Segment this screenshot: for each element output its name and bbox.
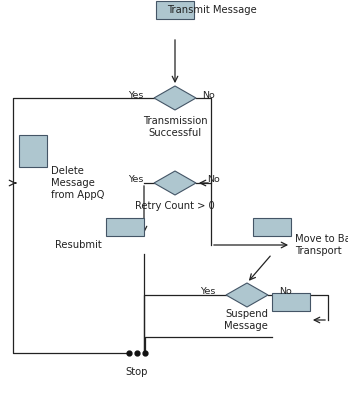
Text: No: No xyxy=(280,288,292,296)
Text: Resubmit: Resubmit xyxy=(55,240,102,250)
Polygon shape xyxy=(154,86,196,110)
Text: Transmit Message: Transmit Message xyxy=(167,5,257,15)
FancyBboxPatch shape xyxy=(106,218,144,236)
FancyBboxPatch shape xyxy=(19,135,47,167)
FancyBboxPatch shape xyxy=(156,1,194,19)
Text: Retry Count > 0: Retry Count > 0 xyxy=(135,201,215,211)
Text: No: No xyxy=(201,90,214,99)
Text: Suspend
Message: Suspend Message xyxy=(224,309,268,331)
FancyBboxPatch shape xyxy=(253,218,291,236)
Text: Stop: Stop xyxy=(126,367,148,377)
Text: Yes: Yes xyxy=(128,176,144,184)
Text: Transmission
Successful: Transmission Successful xyxy=(143,116,207,138)
Text: Yes: Yes xyxy=(128,90,144,99)
FancyBboxPatch shape xyxy=(272,293,310,311)
Text: Move to Backup
Transport: Move to Backup Transport xyxy=(295,234,348,256)
Text: Yes: Yes xyxy=(200,288,216,296)
Text: No: No xyxy=(208,176,220,184)
Polygon shape xyxy=(154,171,196,195)
Text: Delete
Message
from AppQ: Delete Message from AppQ xyxy=(51,166,104,200)
Polygon shape xyxy=(226,283,268,307)
